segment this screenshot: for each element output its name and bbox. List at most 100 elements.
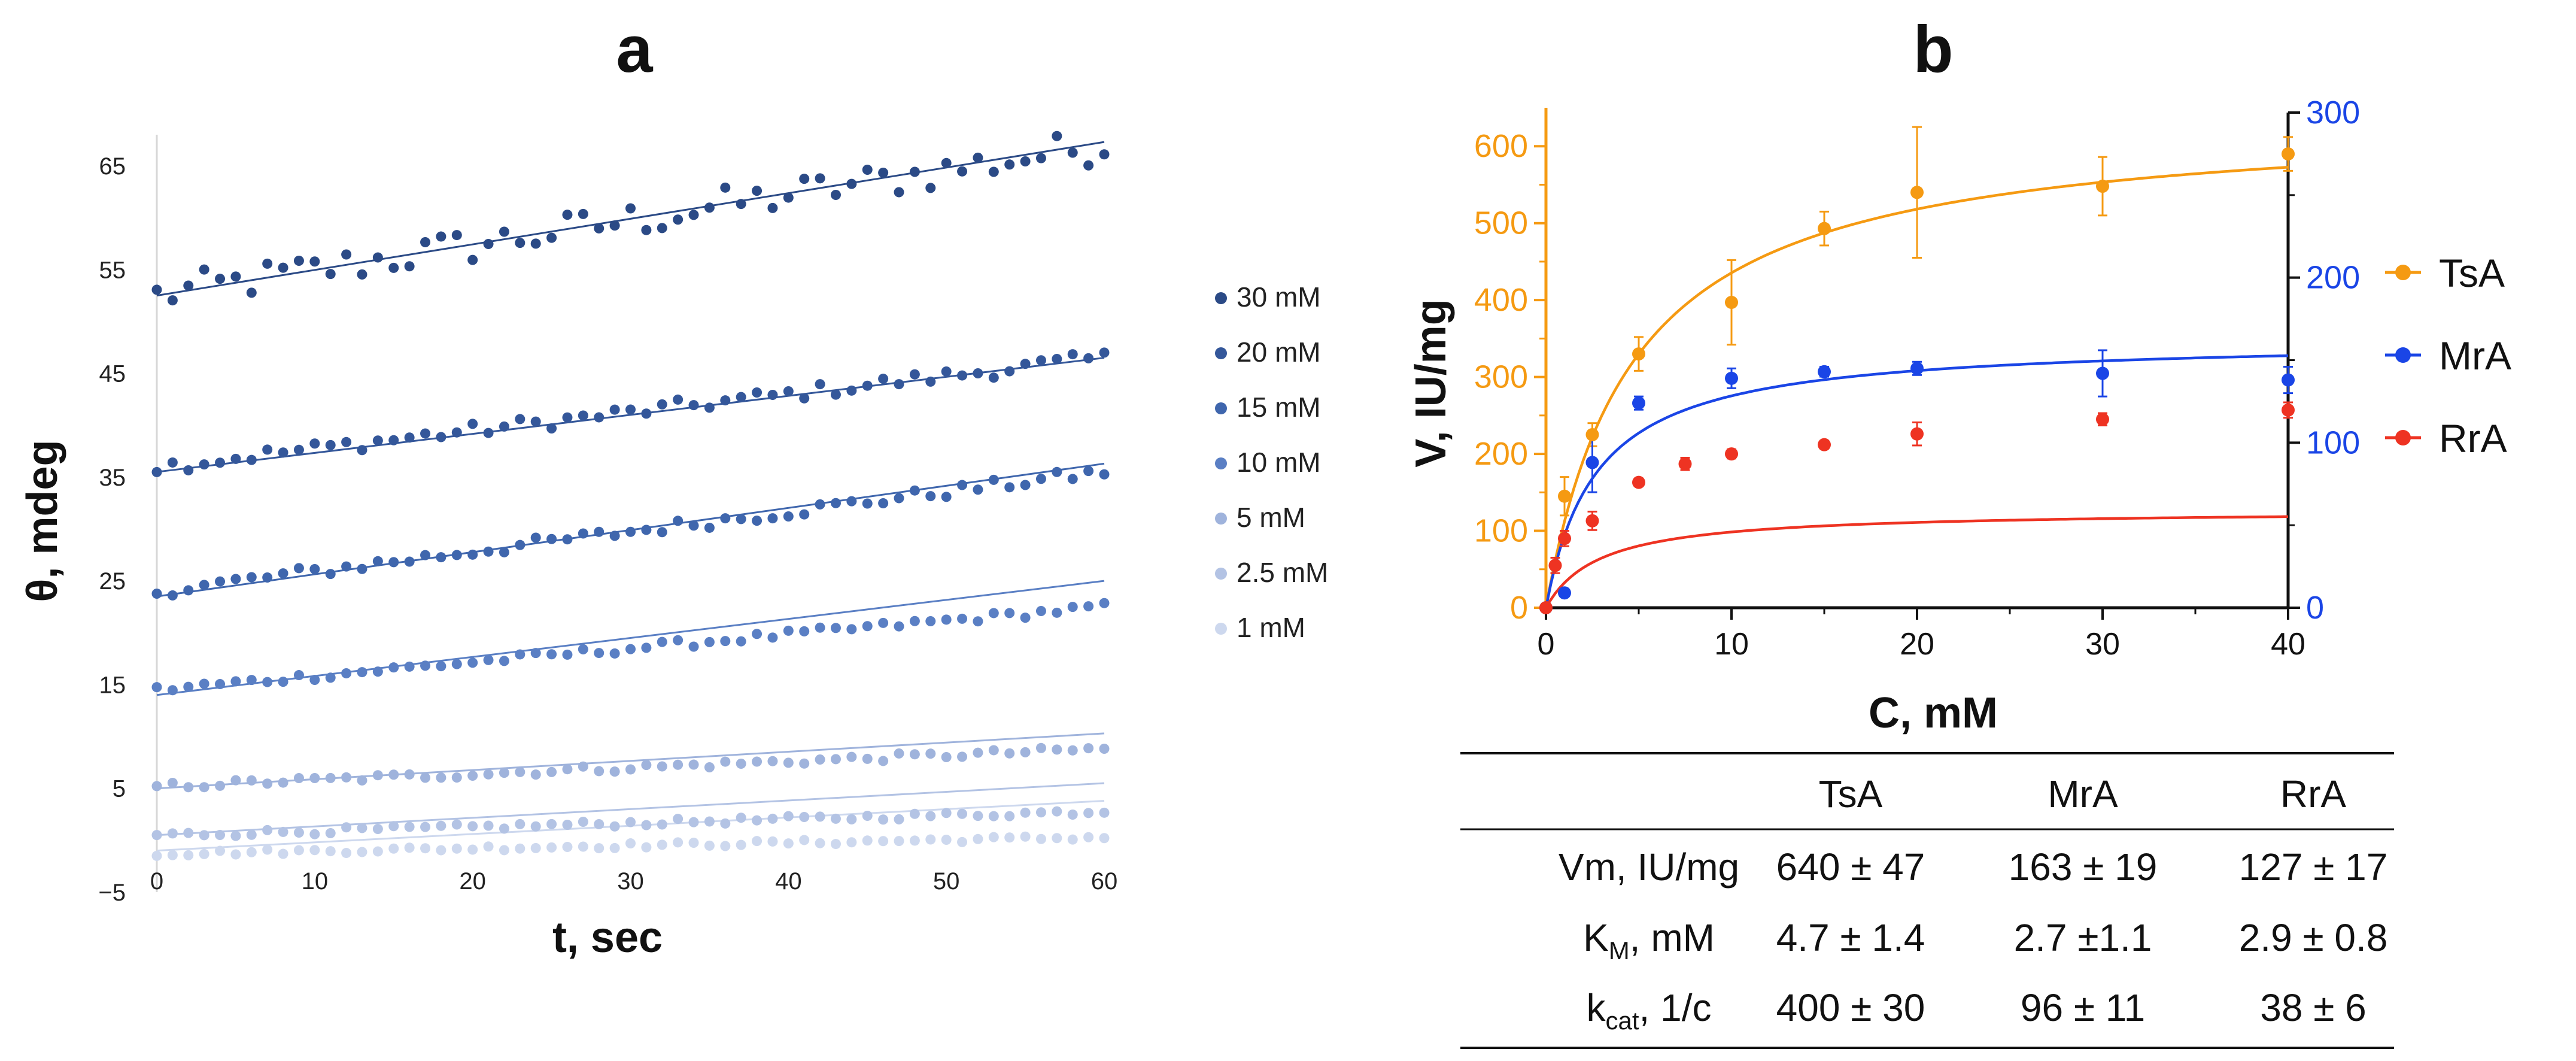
chart-a-x-tick-label: 10 [302, 868, 329, 895]
chart-b-right-tick-label: 300 [2306, 95, 2360, 131]
chart-a-point [451, 427, 462, 438]
chart-b-left-tick-label: 400 [1474, 282, 1528, 318]
chart-a-point [1099, 149, 1110, 160]
chart-a-point [372, 435, 383, 446]
table-row-label-main: K [1583, 916, 1609, 959]
chart-a-point [830, 498, 841, 508]
chart-a-point [1099, 833, 1110, 844]
chart-a-point [688, 838, 699, 848]
chart-a-point [957, 808, 968, 819]
chart-a-point [925, 834, 936, 845]
chart-a-point [546, 232, 557, 243]
chart-a-point [483, 820, 494, 831]
chart-a-point [278, 777, 288, 788]
chart-a-trendline-0 [156, 141, 1105, 297]
chart-a-legend-label: 10 mM [1237, 447, 1321, 478]
chart-a-point [499, 656, 509, 666]
chart-a-point [1004, 832, 1015, 843]
chart-a-point [467, 549, 478, 560]
chart-a-point [625, 838, 636, 849]
chart-a-point [862, 835, 873, 846]
table-cell: 2.7 ±1.1 [2014, 916, 2152, 959]
chart-b-right-tick-label: 100 [2306, 425, 2360, 460]
chart-a-y-tick-label: 35 [99, 465, 126, 491]
chart-a-point [625, 764, 636, 775]
chart-a-point [451, 819, 462, 830]
chart-b-x-tick-label: 10 [1714, 627, 1749, 662]
chart-a-point [467, 419, 478, 429]
chart-a-point [309, 773, 320, 784]
chart-a-point [467, 771, 478, 781]
chart-a-point [957, 370, 968, 381]
chart-a-point [878, 836, 889, 847]
chart-a-point [499, 226, 509, 237]
chart-a-point [720, 818, 731, 829]
chart-a-point [783, 757, 794, 768]
chart-a-point [183, 782, 194, 793]
chart-a-point [372, 770, 383, 781]
chart-a-point [704, 522, 715, 533]
chart-a-point [767, 632, 778, 643]
table-cell: 4.7 ± 1.4 [1776, 916, 1925, 959]
chart-a-point [688, 520, 699, 531]
chart-a-point [688, 641, 699, 652]
chart-a-point [1004, 608, 1015, 619]
chart-a-point [199, 678, 209, 689]
chart-a-point [957, 836, 968, 847]
chart-a-point [799, 174, 810, 184]
table-cell: 96 ± 11 [2021, 986, 2145, 1029]
chart-a-point [293, 845, 304, 856]
chart-a-point [736, 839, 746, 850]
chart-a-x-tick-label: 0 [150, 868, 163, 895]
chart-a-point [657, 527, 667, 538]
chart-a-point [894, 748, 904, 759]
chart-a-point [1067, 147, 1078, 158]
chart-a-point [515, 539, 525, 550]
chart-a-point [309, 256, 320, 267]
chart-a-point [151, 284, 162, 295]
chart-a-point [1052, 607, 1062, 618]
chart-a-point [688, 817, 699, 827]
chart-a-point [815, 173, 825, 184]
chart-a-point [1020, 156, 1031, 166]
chart-a-point [246, 287, 257, 298]
chart-a-point [673, 759, 684, 770]
chart-a-point [673, 214, 684, 225]
table-row-label-rest: , mM [1630, 916, 1715, 959]
chart-a-point [230, 271, 241, 282]
chart-a-point [894, 836, 904, 847]
chart-a-point [941, 751, 952, 762]
chart-a-point [594, 766, 604, 777]
chart-a-point [578, 841, 588, 852]
chart-a-point [499, 823, 509, 834]
chart-a-point [357, 847, 367, 857]
chart-a-point [230, 676, 241, 687]
chart-a-point [641, 842, 652, 853]
chart-a-point [625, 404, 636, 415]
chart-a-point [215, 830, 226, 841]
chart-a-point [388, 557, 399, 568]
chart-a-point [878, 814, 889, 825]
chart-a-point [341, 848, 352, 859]
chart-a-point [830, 813, 841, 824]
chart-a-point [546, 649, 557, 660]
chart-a-point [436, 432, 446, 442]
chart-a-point [262, 444, 273, 455]
chart-a-y-tick-label: 55 [99, 257, 126, 283]
chart-a-point [420, 237, 431, 247]
chart-a-point [151, 830, 162, 841]
chart-a-point [451, 843, 462, 854]
chart-b-legend-label-mra: MrA [2439, 334, 2511, 378]
chart-a-point [483, 841, 494, 852]
chart-a-point [151, 850, 162, 861]
chart-a-point [341, 822, 352, 833]
chart-a-point [451, 659, 462, 669]
table-cell: 2.9 ± 0.8 [2239, 916, 2388, 959]
chart-a-point [1067, 834, 1078, 845]
chart-a-point [957, 751, 968, 762]
chart-a-point [483, 428, 494, 438]
chart-b-x-tick-label: 30 [2085, 627, 2120, 662]
table-row-label: Vm, IU/mg [1559, 845, 1739, 889]
chart-b-point-mra [1725, 371, 1738, 385]
